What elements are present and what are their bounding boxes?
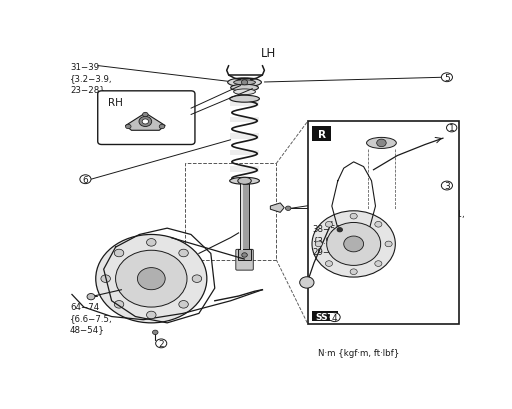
Text: LH: LH (261, 47, 276, 60)
Ellipse shape (233, 81, 255, 85)
Text: 3: 3 (444, 182, 450, 191)
Text: SST: SST (315, 312, 334, 321)
Polygon shape (270, 203, 284, 213)
Circle shape (146, 311, 156, 319)
Circle shape (137, 268, 165, 290)
Text: R: R (317, 129, 326, 139)
Circle shape (101, 275, 111, 283)
Bar (241, 183, 243, 251)
Circle shape (446, 124, 457, 133)
Circle shape (300, 277, 314, 288)
FancyBboxPatch shape (230, 117, 259, 123)
Circle shape (326, 222, 333, 227)
Circle shape (242, 253, 247, 258)
Circle shape (139, 117, 152, 127)
Ellipse shape (238, 178, 251, 185)
Circle shape (96, 235, 207, 323)
Circle shape (377, 140, 386, 147)
Ellipse shape (230, 96, 260, 103)
Circle shape (315, 241, 323, 247)
Circle shape (327, 223, 380, 266)
Circle shape (146, 239, 156, 247)
Circle shape (156, 339, 167, 348)
Bar (312, 127, 331, 142)
Text: 4: 4 (332, 313, 337, 322)
Circle shape (326, 261, 333, 267)
FancyBboxPatch shape (98, 92, 195, 145)
FancyBboxPatch shape (236, 249, 253, 270)
FancyBboxPatch shape (230, 150, 259, 156)
Ellipse shape (228, 79, 262, 88)
Ellipse shape (230, 178, 260, 185)
Circle shape (441, 182, 453, 191)
Bar (238, 249, 251, 260)
Circle shape (114, 301, 124, 308)
Circle shape (375, 222, 382, 227)
Text: RH: RH (108, 98, 122, 108)
Text: 64−74
{6.6−7.5,
48−54}: 64−74 {6.6−7.5, 48−54} (70, 303, 113, 334)
Circle shape (116, 251, 187, 307)
Text: 43−60
{4.4−6.1,
32−44}: 43−60 {4.4−6.1, 32−44} (423, 197, 466, 228)
FancyBboxPatch shape (230, 134, 259, 139)
Bar (240, 183, 249, 251)
FancyBboxPatch shape (230, 101, 259, 107)
FancyBboxPatch shape (230, 166, 259, 172)
Circle shape (179, 249, 188, 257)
Text: 5: 5 (444, 74, 450, 83)
Ellipse shape (230, 85, 259, 92)
Bar (185, 164, 276, 260)
Circle shape (87, 294, 95, 300)
Circle shape (153, 330, 158, 335)
Circle shape (344, 236, 364, 252)
Circle shape (241, 81, 248, 85)
Text: 1: 1 (449, 124, 455, 133)
Circle shape (142, 113, 148, 117)
Circle shape (329, 313, 340, 322)
Bar (312, 311, 338, 321)
Circle shape (350, 214, 357, 220)
Circle shape (337, 228, 343, 232)
Text: 6: 6 (82, 175, 88, 184)
Text: N·m {kgf·m, ft·lbf}: N·m {kgf·m, ft·lbf} (318, 348, 399, 357)
Ellipse shape (233, 90, 255, 95)
Circle shape (159, 125, 165, 129)
Circle shape (312, 211, 395, 277)
Circle shape (385, 241, 392, 247)
Circle shape (441, 74, 453, 83)
Circle shape (375, 261, 382, 267)
Circle shape (125, 125, 131, 129)
Text: 2: 2 (158, 339, 164, 348)
Circle shape (142, 119, 148, 125)
Polygon shape (125, 114, 165, 131)
Text: 38−50
{3.9−5.0,
29−36}: 38−50 {3.9−5.0, 29−36} (313, 224, 355, 255)
Circle shape (114, 249, 124, 257)
Circle shape (285, 207, 291, 211)
Circle shape (350, 269, 357, 275)
Circle shape (192, 275, 202, 283)
Circle shape (179, 301, 188, 308)
Bar (308, 121, 459, 325)
Text: 31−39
{3.2−3.9,
23−28}: 31−39 {3.2−3.9, 23−28} (70, 63, 113, 94)
Ellipse shape (367, 138, 396, 149)
Circle shape (80, 175, 91, 184)
